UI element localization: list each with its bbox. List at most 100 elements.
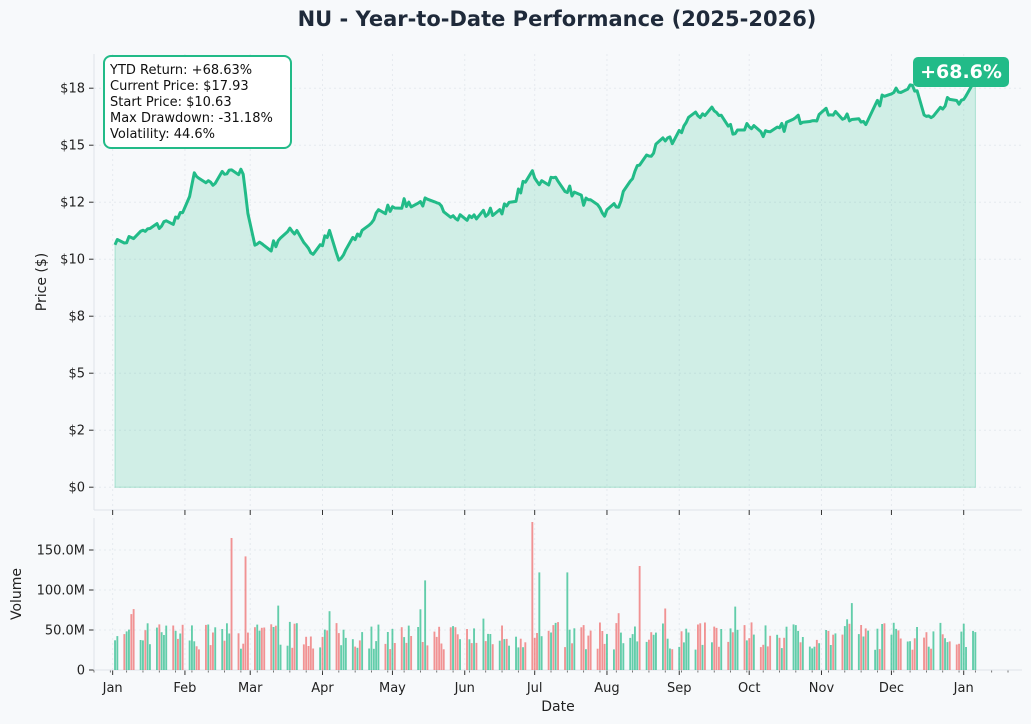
volume-bar	[260, 627, 263, 670]
volume-bar	[783, 637, 786, 670]
volume-bar	[163, 635, 165, 670]
volume-bar	[244, 556, 247, 670]
volume-bar	[834, 633, 837, 670]
volume-bar	[384, 643, 387, 670]
volume-bar	[669, 648, 671, 670]
price-ytick-label: $2	[68, 424, 85, 439]
volume-bar	[899, 638, 902, 670]
volume-bar	[566, 572, 569, 670]
volume-bar	[389, 649, 392, 670]
volume-bar	[932, 631, 935, 670]
volume-bar	[205, 624, 207, 670]
volume-bar	[487, 633, 489, 670]
volume-ytick-label: 0	[77, 664, 85, 679]
stats-line: Current Price: $17.93	[110, 79, 249, 94]
volume-ytick-label: 50.0M	[45, 624, 85, 639]
volume-bar	[305, 636, 308, 670]
volume-bar	[580, 627, 583, 670]
volume-bar	[149, 644, 151, 670]
volume-bar	[974, 632, 977, 670]
volume-bar	[505, 638, 508, 670]
volume-bar	[209, 645, 212, 670]
volume-bar	[181, 624, 184, 670]
volume-bar	[797, 630, 800, 670]
volume-bar	[913, 638, 916, 670]
volume-bar	[377, 624, 380, 670]
volume-bar	[622, 643, 625, 670]
volume-bar	[421, 642, 424, 670]
volume-bar	[881, 624, 884, 670]
volume-bar	[713, 626, 716, 670]
volume-bar	[778, 637, 781, 670]
volume-bar	[258, 630, 261, 670]
volume-bar	[302, 644, 305, 670]
volume-bar	[801, 637, 804, 670]
volume-bar	[671, 649, 674, 670]
volume-bar	[179, 633, 182, 670]
volume-bar	[130, 614, 133, 670]
volume-bar	[517, 647, 520, 670]
volume-bar	[927, 646, 930, 670]
volume-bar	[307, 646, 310, 670]
volume-bar	[438, 626, 441, 670]
volume-bar	[585, 649, 587, 670]
volume-bar	[617, 613, 620, 670]
volume-bar	[629, 637, 632, 670]
volume-bar	[631, 634, 634, 670]
chart-title: NU - Year-to-Date Performance (2025-2026…	[298, 7, 817, 31]
volume-bar	[370, 626, 373, 670]
volume-bar	[827, 630, 830, 670]
volume-bar	[636, 641, 639, 670]
volume-bar	[678, 646, 681, 670]
volume-bar	[727, 641, 730, 670]
volume-bar	[582, 625, 585, 670]
volume-bar	[221, 629, 224, 670]
volume-xtick-label: Aug	[594, 681, 619, 696]
volume-bar	[295, 623, 298, 670]
volume-panel: 0 50.0M 100.0M 150.0M Jan Feb Mar Apr May Jun Jul A…	[9, 518, 1022, 715]
volume-xtick-label: Feb	[173, 681, 196, 696]
volume-bar	[955, 644, 958, 670]
return-badge: +68.6%	[913, 57, 1009, 87]
stats-line: Max Drawdown: -31.18%	[110, 111, 273, 126]
volume-bar	[930, 648, 932, 670]
volume-bar	[144, 630, 147, 670]
volume-bar	[850, 603, 853, 670]
volume-bar	[226, 623, 228, 670]
volume-bar	[841, 634, 844, 670]
volume-bar	[531, 522, 534, 670]
volume-bar	[522, 647, 524, 670]
volume-bar	[193, 641, 196, 670]
volume-bar	[247, 632, 249, 670]
volume-bar	[832, 634, 835, 670]
stats-line: Start Price: $10.63	[110, 95, 232, 110]
volume-ytick-label: 150.0M	[37, 544, 85, 559]
volume-bar	[449, 627, 452, 670]
volume-bar	[818, 643, 821, 670]
volume-bar	[400, 627, 403, 670]
volume-bar	[776, 634, 779, 670]
volume-bar	[337, 633, 340, 670]
volume-bar	[386, 632, 389, 670]
volume-bar	[270, 624, 273, 670]
volume-bar	[911, 649, 914, 670]
volume-bar	[939, 622, 942, 670]
price-ytick-label: $15	[60, 139, 85, 154]
volume-bar	[883, 623, 886, 670]
price-ytick-label: $5	[68, 367, 85, 382]
volume-bar	[846, 619, 849, 670]
volume-bar	[685, 628, 688, 670]
volume-bar	[207, 624, 210, 670]
volume-bar	[212, 632, 214, 670]
volume-bar	[174, 630, 177, 670]
volume-bar	[538, 572, 541, 670]
volume-bar	[128, 629, 130, 670]
volume-bar	[417, 627, 420, 670]
volume-bar	[466, 629, 468, 670]
volume-bar	[769, 635, 772, 670]
price-line	[113, 77, 977, 262]
volume-bar	[697, 624, 699, 670]
stats-line: Volatility: 44.6%	[110, 127, 215, 142]
volume-bar	[892, 622, 895, 670]
volume-bar	[876, 628, 879, 670]
